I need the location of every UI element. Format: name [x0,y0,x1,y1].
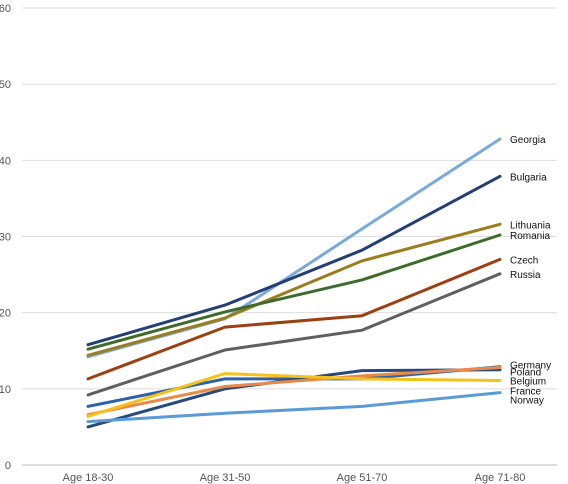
x-tick-label: Age 51-70 [337,472,388,484]
y-tick-label: 30 [0,232,11,244]
series-label-romania: Romania [510,231,550,242]
y-tick-label: 10 [0,384,11,396]
x-tick-label: Age 31-50 [200,472,251,484]
series-label-norway: Norway [510,395,544,406]
series-label-lithuania: Lithuania [510,220,551,231]
gridlines [22,7,557,466]
series-line-georgia [86,137,502,359]
series-label-belgium: Belgium [510,376,546,387]
series-line-lithuania [86,222,502,357]
series-line-russia [86,272,502,397]
series-line-bulgaria [86,174,502,347]
series-line-czech [86,257,502,381]
series-label-poland: Poland [510,367,541,378]
y-tick-label: 50 [0,79,11,91]
x-axis-ticks: Age 18-30 Age 31-50 Age 51-70 Age 71-80 [63,472,526,484]
y-tick-label: 0 [5,460,11,472]
y-tick-label: 60 [0,3,11,15]
series-line-norway [86,391,502,424]
series-lines [86,137,502,429]
series-line-france [86,366,502,417]
series-label-czech: Czech [510,255,538,266]
y-tick-label: 40 [0,155,11,167]
series-line-romania [86,233,502,351]
y-axis-ticks: 0 10 20 30 40 50 60 [0,3,11,472]
x-tick-label: Age 18-30 [63,472,114,484]
y-tick-label: 20 [0,308,11,320]
series-label-bulgaria: Bulgaria [510,172,547,183]
x-tick-label: Age 71-80 [475,472,526,484]
series-line-belgium [86,372,502,418]
series-label-russia: Russia [510,270,541,281]
series-label-france: France [510,386,542,397]
series-label-georgia: Georgia [510,135,546,146]
series-label-germany: Germany [510,360,551,371]
